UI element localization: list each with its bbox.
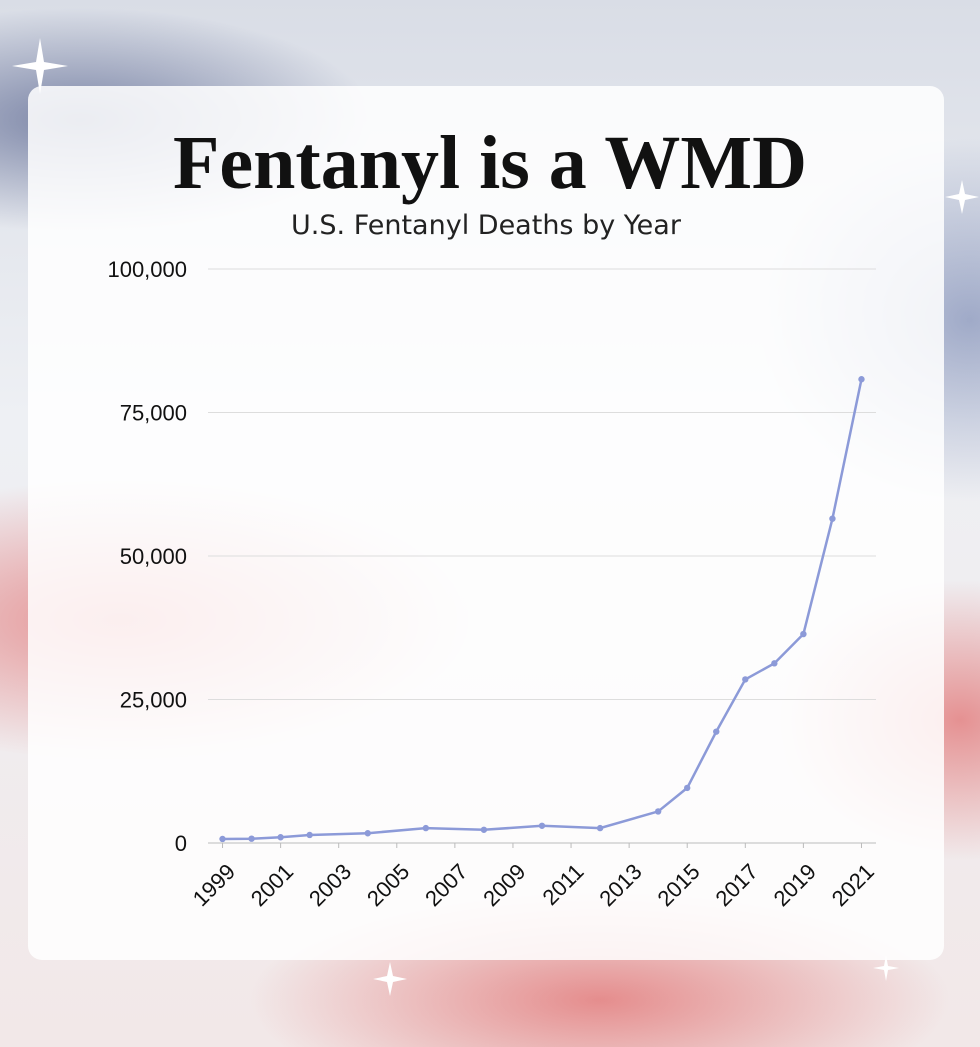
- chart-title: Fentanyl is a WMD: [173, 121, 807, 205]
- point: [800, 630, 807, 638]
- y-tick-label: 100,000: [107, 257, 187, 282]
- point: [596, 824, 604, 832]
- point: [829, 515, 836, 522]
- point: [771, 660, 778, 667]
- point: [277, 834, 284, 841]
- point: [684, 784, 691, 792]
- point: [306, 831, 313, 839]
- point: [219, 835, 226, 843]
- y-tick-label: 50,000: [120, 544, 187, 569]
- point: [364, 830, 371, 837]
- point: [538, 822, 546, 829]
- y-tick-label: 75,000: [120, 401, 187, 426]
- point: [422, 824, 430, 832]
- card: [28, 86, 944, 960]
- point: [713, 728, 720, 735]
- point: [480, 826, 488, 833]
- y-tick-label: 0: [175, 831, 187, 856]
- point: [248, 835, 255, 842]
- chart-subtitle: U.S. Fentanyl Deaths by Year: [291, 210, 682, 241]
- point: [858, 376, 865, 383]
- y-tick-label: 25,000: [120, 688, 187, 713]
- sparkles: [12, 38, 979, 996]
- point: [742, 676, 749, 683]
- point: [654, 808, 662, 815]
